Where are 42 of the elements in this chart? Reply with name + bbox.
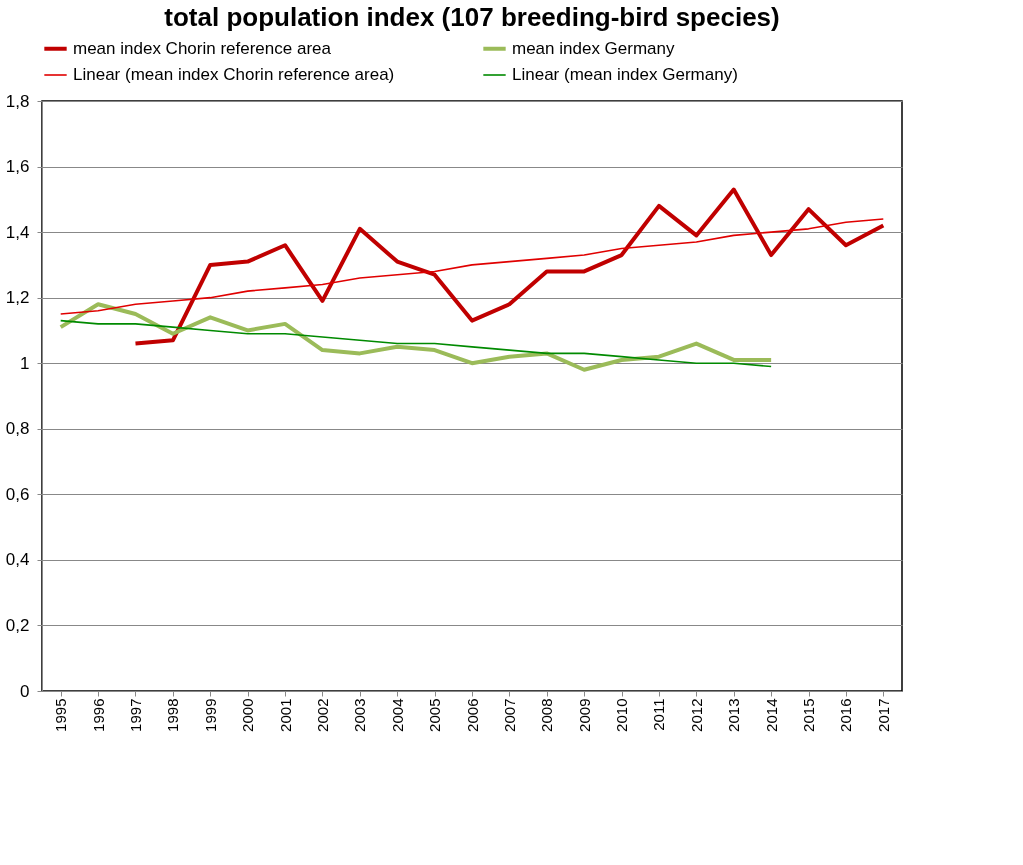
legend-label: Linear (mean index Chorin reference area) bbox=[73, 65, 395, 84]
x-tick-label: 2015 bbox=[800, 698, 818, 732]
x-tick-label: 2010 bbox=[613, 698, 631, 732]
y-tick-label: 0,8 bbox=[5, 419, 30, 439]
x-tick-label: 2006 bbox=[463, 698, 481, 732]
x-tick-label: 2014 bbox=[762, 698, 780, 732]
line-series bbox=[59, 218, 885, 315]
y-tick-label: 0,2 bbox=[5, 615, 30, 635]
x-tick-label: 2007 bbox=[500, 698, 518, 732]
x-tick-label: 2016 bbox=[837, 698, 855, 732]
y-tick-label: 0,6 bbox=[5, 484, 30, 504]
x-tick-label: 1998 bbox=[164, 698, 182, 732]
y-tick-label: 1,6 bbox=[5, 157, 30, 177]
x-tick-label: 2004 bbox=[388, 698, 406, 732]
x-tick-label: 2005 bbox=[426, 698, 444, 732]
x-tick-label: 2002 bbox=[313, 698, 331, 732]
line-series bbox=[59, 319, 772, 368]
x-tick-label: 2017 bbox=[874, 698, 892, 732]
x-tick-label: 1995 bbox=[52, 698, 70, 732]
legend-label: mean index Germany bbox=[512, 38, 676, 58]
y-tick-label: 1 bbox=[20, 353, 30, 373]
line-series bbox=[58, 302, 774, 372]
x-tick-label: 1996 bbox=[89, 698, 107, 732]
y-tick-label: 0,4 bbox=[5, 550, 30, 570]
x-tick-label: 2009 bbox=[575, 698, 593, 732]
x-tick-label: 1999 bbox=[201, 698, 219, 732]
x-tick-label: 2000 bbox=[239, 698, 257, 732]
y-tick-label: 1,8 bbox=[5, 91, 30, 111]
legend-label: Linear (mean index Germany) bbox=[512, 65, 738, 84]
x-tick-label: 2008 bbox=[538, 698, 556, 732]
x-tick-label: 2003 bbox=[351, 698, 369, 732]
y-tick-label: 1,4 bbox=[5, 222, 30, 242]
chart-title: total population index (107 breeding-bird species) bbox=[164, 2, 780, 32]
x-tick-label: 2001 bbox=[276, 698, 294, 732]
x-tick-label: 2013 bbox=[725, 698, 743, 732]
x-tick-label: 2012 bbox=[687, 698, 705, 732]
y-tick-label: 1,2 bbox=[5, 288, 30, 308]
line-series bbox=[133, 187, 886, 346]
legend-label: mean index Chorin reference area bbox=[73, 38, 332, 58]
x-tick-label: 2011 bbox=[650, 698, 668, 731]
x-tick-label: 1997 bbox=[126, 698, 144, 732]
y-tick-label: 0 bbox=[20, 681, 30, 701]
